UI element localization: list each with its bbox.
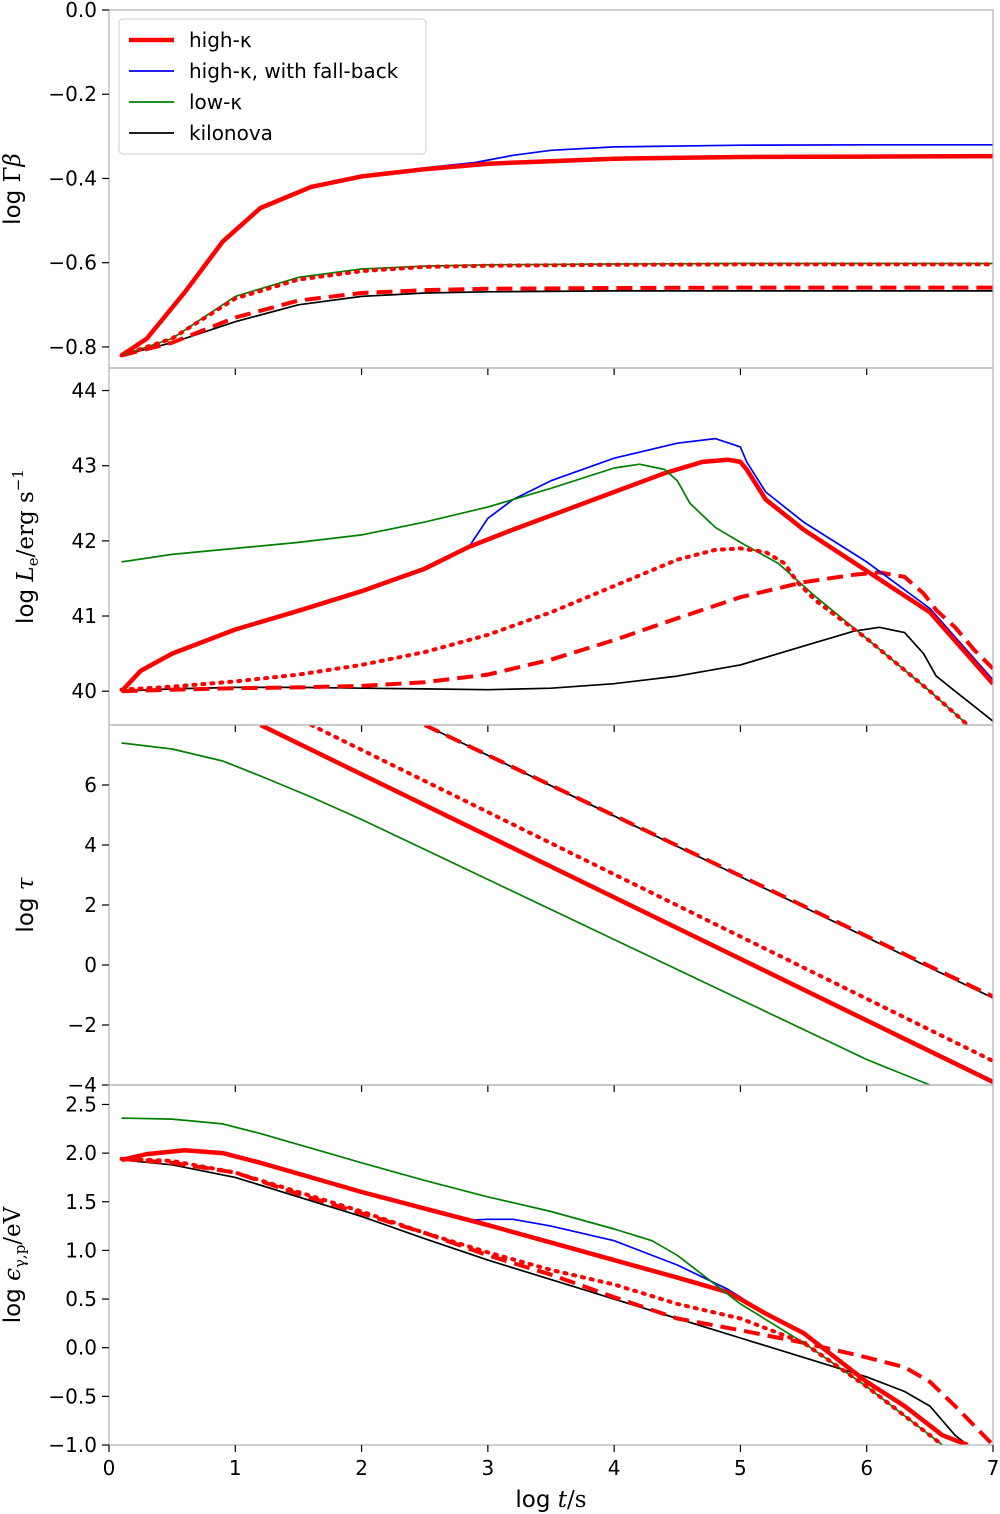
series-line-high-kappa-fallback [120, 437, 993, 692]
y-tick-label: 44 [72, 379, 97, 403]
panel-optical-depth: −4 −2 0 2 4 6 log τ [13, 724, 994, 1097]
y-axis-label: log Le/erg s−1 [9, 469, 42, 624]
y-tick-label: −4 [68, 1073, 97, 1097]
legend-label: high-κ, with fall-back [189, 59, 399, 83]
y-axis-label: log τ [13, 876, 39, 932]
y-tick-label: 0 [84, 953, 97, 977]
y-tick-label: 43 [72, 454, 97, 478]
y-tick-label: 2 [84, 893, 97, 917]
x-tick-label: 0 [103, 1456, 116, 1480]
legend-label: low-κ [189, 90, 242, 114]
x-axis-label: log t/s [515, 1487, 586, 1513]
series-line-high-kappa [120, 153, 993, 358]
axes-frame [108, 1084, 994, 1446]
series-line-kilonova [121, 1159, 969, 1445]
y-tick-label: −1.0 [48, 1433, 97, 1457]
series-line-low-kappa [121, 262, 993, 357]
series-line-low-kappa [121, 742, 931, 1085]
x-tick-label: 1 [229, 1456, 242, 1480]
legend-label: high-κ [189, 28, 252, 52]
series-line-high-kappa-dashed [121, 1156, 993, 1445]
series-group [119, 437, 993, 725]
y-tick-label: −0.5 [48, 1384, 97, 1408]
y-tick-label: −0.6 [48, 251, 97, 275]
series-line-high-kappa-dotted [119, 1156, 945, 1445]
y-tick-label: −2 [68, 1013, 97, 1037]
x-tick-label: 7 [987, 1456, 1000, 1480]
series-line-high-kappa [259, 725, 993, 1085]
x-tick-label: 5 [734, 1456, 747, 1480]
series-line-high-kappa-dotted [119, 262, 993, 358]
y-tick-label: 2.5 [65, 1092, 97, 1116]
series-line-kilonova [121, 626, 993, 722]
series-group [121, 725, 993, 1085]
series-line-high-kappa-fallback [121, 143, 993, 357]
legend-frame [118, 18, 427, 155]
y-axis-label: log ϵγ,p/eV [0, 1206, 29, 1323]
series-line-low-kappa [121, 463, 969, 725]
y-tick-label: 2.0 [65, 1141, 97, 1165]
legend: high-κ high-κ, with fall-back low-κ kilonov… [118, 18, 427, 155]
series-line-kilonova [121, 290, 993, 357]
y-tick-label: −0.2 [48, 82, 97, 106]
series-line-high-kappa [119, 457, 993, 693]
x-tick-label: 3 [481, 1456, 494, 1480]
panel-gamma-beta: 0.0 −0.2 −0.4 −0.6 −0.8 log Γβ [0, 0, 994, 375]
y-tick-label: 0.0 [65, 1336, 97, 1360]
y-tick-label: 42 [72, 529, 97, 553]
series-group [119, 1117, 993, 1445]
panel-photon-energy: −1.0 −0.5 0.0 0.5 1.0 1.5 2.0 2.5 0 1 2 3 4 5 6 7 log ϵγ… [0, 1084, 1000, 1513]
series-line-high-kappa-dotted [119, 546, 970, 725]
legend-label: kilonova [189, 121, 273, 145]
y-tick-label: −0.8 [48, 335, 97, 359]
x-tick-label: 4 [608, 1456, 621, 1480]
series-line-high-kappa [121, 1147, 969, 1445]
y-tick-label: −0.4 [48, 166, 97, 190]
y-tick-label: 4 [84, 833, 97, 857]
x-tick-label: 2 [355, 1456, 368, 1480]
series-line-high-kappa-dashed [121, 285, 993, 358]
y-tick-label: 40 [72, 679, 97, 703]
axes-frame [108, 367, 994, 726]
x-tick-label: 6 [860, 1456, 873, 1480]
series-line-low-kappa [121, 1117, 944, 1445]
panel-luminosity: 40 41 42 43 44 log Le/erg s−1 [9, 367, 994, 732]
series-line-high-kappa-dashed [423, 725, 993, 999]
y-tick-label: 1.0 [65, 1238, 97, 1262]
y-tick-label: 41 [72, 604, 97, 628]
y-tick-label: 0.5 [65, 1287, 97, 1311]
axes-frame [108, 724, 994, 1086]
series-group [119, 143, 993, 358]
y-axis-label: log Γβ [0, 153, 26, 225]
series-line-high-kappa-dashed [121, 570, 993, 694]
series-line-high-kappa-fallback [121, 1149, 969, 1445]
y-tick-label: 0.0 [65, 0, 97, 22]
series-line-high-kappa-dotted [309, 725, 993, 1063]
y-tick-label: 1.5 [65, 1190, 97, 1214]
y-tick-label: 6 [84, 773, 97, 797]
